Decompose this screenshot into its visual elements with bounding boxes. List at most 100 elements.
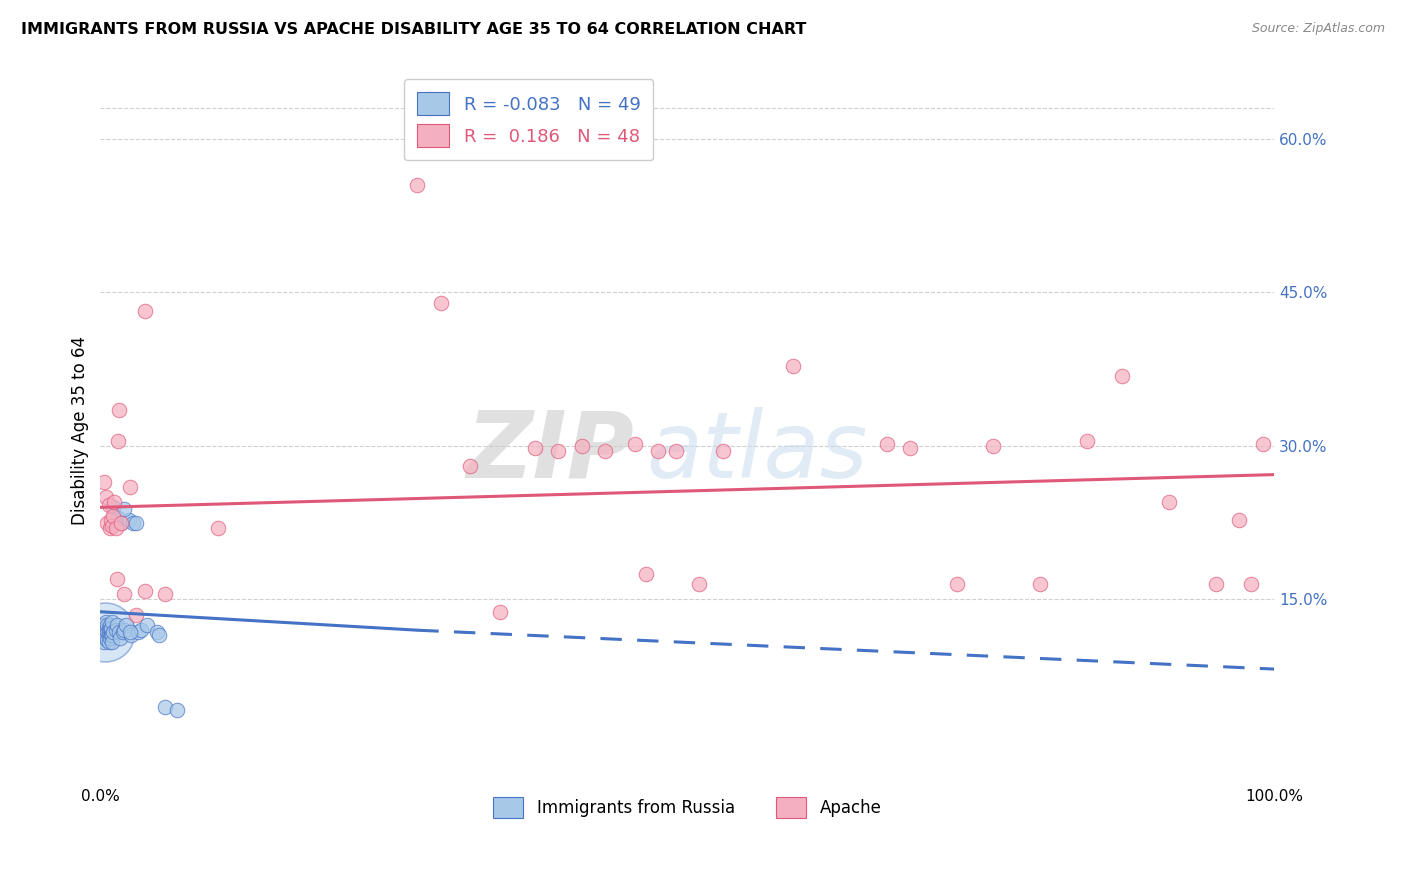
Point [124, 516, 146, 530]
Point [96, 615, 118, 629]
Point [107, 434, 129, 448]
Text: atlas: atlas [647, 407, 868, 497]
Point [96, 633, 118, 648]
Point [131, 623, 153, 637]
Point [458, 459, 481, 474]
Point [94, 628, 117, 642]
Point [103, 516, 125, 530]
Point [105, 618, 128, 632]
Point [1076, 434, 1098, 448]
Point [623, 437, 645, 451]
Point [711, 444, 734, 458]
Point [593, 444, 616, 458]
Point [98, 618, 121, 632]
Point [100, 628, 122, 642]
Point [93, 635, 115, 649]
Legend: Immigrants from Russia, Apache: Immigrants from Russia, Apache [486, 790, 889, 825]
Point [104, 521, 127, 535]
Point [136, 618, 159, 632]
Point [101, 628, 124, 642]
Point [94, 621, 117, 635]
Point [145, 625, 167, 640]
Point [96, 632, 118, 646]
Point [782, 359, 804, 373]
Point [108, 403, 131, 417]
Point [571, 439, 593, 453]
Point [112, 623, 135, 637]
Point [94, 625, 117, 640]
Point [112, 502, 135, 516]
Point [108, 625, 131, 640]
Point [105, 572, 128, 586]
Text: ZIP: ZIP [467, 407, 634, 497]
Point [1251, 437, 1274, 451]
Point [547, 444, 569, 458]
Point [96, 490, 118, 504]
Point [134, 584, 156, 599]
Point [110, 632, 132, 646]
Point [100, 625, 122, 640]
Point [981, 439, 1004, 453]
Point [98, 632, 121, 646]
Point [118, 480, 141, 494]
Point [647, 444, 669, 458]
Point [98, 521, 121, 535]
Point [127, 625, 149, 640]
Point [107, 510, 129, 524]
Point [97, 628, 120, 642]
Point [93, 475, 115, 489]
Point [876, 437, 898, 451]
Point [636, 566, 658, 581]
Point [96, 516, 118, 530]
Point [96, 618, 118, 632]
Point [122, 516, 145, 530]
Point [104, 623, 127, 637]
Point [118, 625, 141, 640]
Point [103, 508, 125, 523]
Point [153, 587, 176, 601]
Point [430, 295, 453, 310]
Point [1240, 577, 1263, 591]
Point [103, 625, 125, 640]
Point [124, 607, 146, 622]
Point [1157, 495, 1180, 509]
Text: IMMIGRANTS FROM RUSSIA VS APACHE DISABILITY AGE 35 TO 64 CORRELATION CHART: IMMIGRANTS FROM RUSSIA VS APACHE DISABIL… [21, 22, 807, 37]
Point [97, 498, 120, 512]
Point [97, 635, 120, 649]
Point [93, 625, 115, 640]
Point [406, 178, 429, 192]
Point [101, 615, 124, 629]
Point [110, 516, 132, 530]
Point [153, 700, 176, 714]
Point [96, 623, 118, 637]
Point [1028, 577, 1050, 591]
Point [100, 621, 122, 635]
Point [148, 628, 170, 642]
Point [100, 513, 122, 527]
Text: Source: ZipAtlas.com: Source: ZipAtlas.com [1251, 22, 1385, 36]
Point [900, 441, 922, 455]
Point [101, 518, 124, 533]
Point [688, 577, 710, 591]
Point [115, 618, 138, 632]
Point [112, 587, 135, 601]
Point [166, 703, 188, 717]
Point [96, 625, 118, 640]
Point [207, 521, 229, 535]
Point [110, 516, 132, 530]
Point [97, 625, 120, 640]
Point [523, 441, 546, 455]
Point [946, 577, 969, 591]
Point [488, 605, 510, 619]
Point [665, 444, 688, 458]
Point [120, 628, 142, 642]
Point [103, 500, 125, 515]
Point [103, 495, 125, 509]
Point [134, 303, 156, 318]
Point [91, 618, 114, 632]
Point [1205, 577, 1227, 591]
Point [1227, 513, 1250, 527]
Y-axis label: Disability Age 35 to 64: Disability Age 35 to 64 [72, 336, 89, 525]
Point [117, 513, 139, 527]
Point [101, 635, 124, 649]
